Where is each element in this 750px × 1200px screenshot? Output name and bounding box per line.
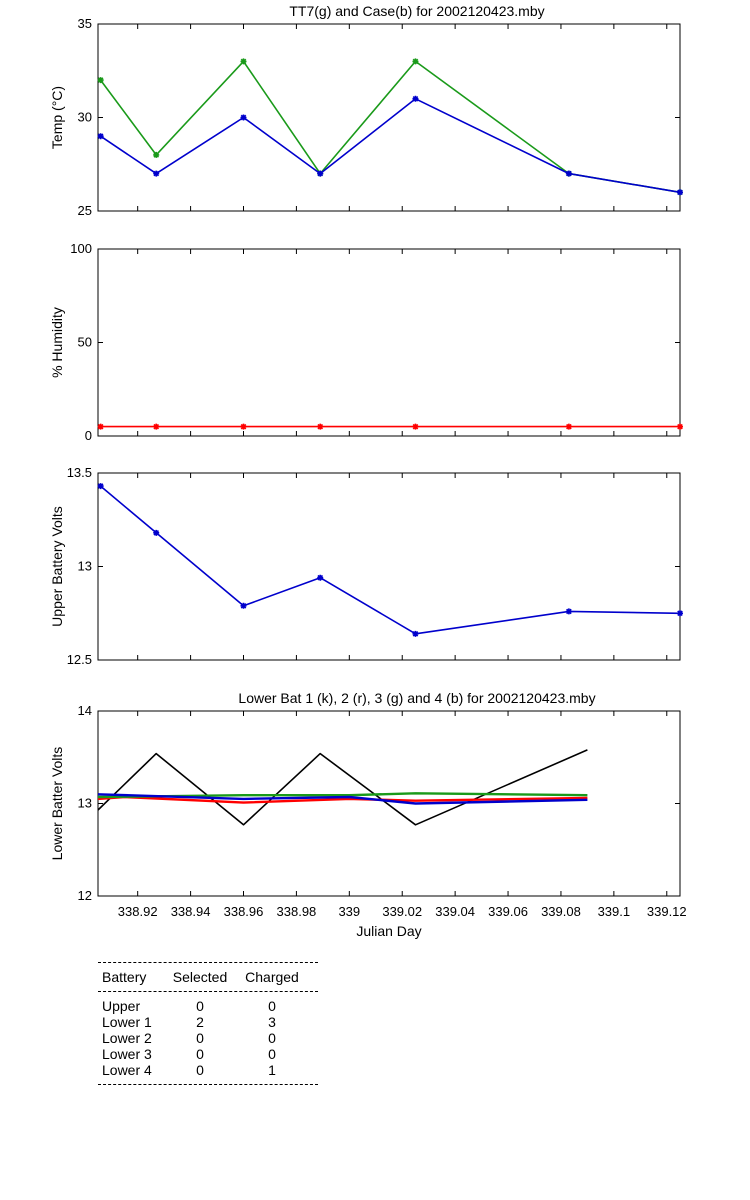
data-point-marker <box>677 610 683 617</box>
data-point-marker <box>97 483 104 490</box>
data-point-marker <box>153 151 160 158</box>
y-tick-label: 50 <box>78 335 92 350</box>
header-selected: Selected <box>172 969 228 985</box>
battery-table: Battery Selected Charged Upper 0 0 Lower… <box>98 962 318 1085</box>
x-tick-label: 339.12 <box>647 904 687 919</box>
y-tick-label: 0 <box>85 428 92 443</box>
y-tick-label: 13.5 <box>67 465 92 480</box>
charged-value: 0 <box>268 1030 276 1046</box>
data-point-marker <box>565 608 572 615</box>
table-row: Lower 3 0 0 <box>98 1046 318 1062</box>
chart-title: Lower Bat 1 (k), 2 (r), 3 (g) and 4 (b) … <box>238 690 595 706</box>
table-row: Lower 1 2 3 <box>98 1014 318 1030</box>
x-tick-label: 339.02 <box>382 904 422 919</box>
data-point-marker <box>317 423 324 430</box>
data-point-marker <box>153 423 160 430</box>
chart-panel-1: 25 30 35 TT7(g) and Case(b) for 2002120423.… <box>49 3 683 218</box>
x-tick-label: 339 <box>338 904 360 919</box>
data-point-marker <box>565 423 572 430</box>
x-tick-label: 339.04 <box>435 904 475 919</box>
series-line-3 <box>97 792 588 799</box>
data-point-marker <box>240 602 247 609</box>
y-tick-label: 30 <box>78 110 92 125</box>
x-tick-label: 338.92 <box>118 904 158 919</box>
y-tick-label: 35 <box>78 16 92 31</box>
selected-value: 0 <box>196 1030 204 1046</box>
series-line-4 <box>97 793 588 805</box>
battery-name: Lower 3 <box>102 1046 152 1062</box>
table-row: Lower 2 0 0 <box>98 1030 318 1046</box>
x-tick-label: 339.1 <box>598 904 631 919</box>
data-point-marker <box>412 630 419 637</box>
y-axis-label: Temp (°C) <box>49 86 65 149</box>
y-tick-label: 25 <box>78 203 92 218</box>
data-point-marker <box>412 423 419 430</box>
y-axis-label: Lower Batter Volts <box>49 747 65 861</box>
data-point-marker <box>412 95 419 102</box>
data-point-marker <box>317 574 324 581</box>
data-point-marker <box>677 423 683 430</box>
data-point-marker <box>240 114 247 121</box>
charged-value: 1 <box>268 1062 276 1078</box>
data-point-marker <box>317 170 324 177</box>
y-tick-label: 12 <box>78 888 92 903</box>
plot-frame <box>97 472 681 661</box>
series-line-1 <box>97 749 588 826</box>
series-line-1 <box>99 60 681 194</box>
y-tick-label: 100 <box>70 241 92 256</box>
chart-panel-3: 12.5 13 13.5 Upper Battery Volts <box>49 465 683 667</box>
data-point-marker <box>412 58 419 65</box>
data-point-marker <box>240 423 247 430</box>
header-charged: Charged <box>245 969 299 985</box>
chart-panel-2: 0 50 100 % Humidity <box>49 241 683 443</box>
table-row: Upper 0 0 <box>98 998 318 1014</box>
x-tick-label: 339.06 <box>488 904 528 919</box>
data-point-marker <box>97 77 104 84</box>
data-point-marker <box>97 423 104 430</box>
charged-value: 0 <box>268 1046 276 1062</box>
data-point-marker <box>153 170 160 177</box>
series-line-1 <box>100 485 681 635</box>
y-tick-label: 12.5 <box>67 652 92 667</box>
table-row: Lower 4 0 1 <box>98 1062 318 1078</box>
table-header-row: Battery Selected Charged <box>98 963 318 991</box>
selected-value: 0 <box>196 1062 204 1078</box>
table-bottom-rule <box>98 1084 318 1085</box>
data-point-marker <box>97 133 104 140</box>
x-tick-label: 338.96 <box>224 904 264 919</box>
battery-name: Lower 4 <box>102 1062 152 1078</box>
y-axis-label: % Humidity <box>49 307 65 378</box>
y-tick-label: 13 <box>78 796 92 811</box>
charged-value: 3 <box>268 1014 276 1030</box>
header-battery: Battery <box>102 969 147 985</box>
chart-panel-4: 12 13 14 338.92 338.94 338.96 338.98 339 339.02 3… <box>49 690 687 939</box>
charged-value: 0 <box>268 998 276 1014</box>
y-tick-label: 13 <box>78 559 92 574</box>
battery-name: Upper <box>102 998 141 1014</box>
x-axis-label: Julian Day <box>356 923 421 939</box>
selected-value: 0 <box>196 1046 204 1062</box>
battery-name: Lower 2 <box>102 1030 152 1046</box>
selected-value: 0 <box>196 998 204 1014</box>
y-tick-label: 14 <box>78 703 92 718</box>
data-point-marker <box>677 189 683 196</box>
y-axis-label: Upper Battery Volts <box>49 506 65 627</box>
plot-frame <box>97 710 681 897</box>
x-tick-label: 338.94 <box>171 904 211 919</box>
plot-frame <box>97 23 681 212</box>
table-top-rule <box>98 962 318 963</box>
plot-frame <box>97 248 681 437</box>
selected-value: 2 <box>196 1014 204 1030</box>
data-point-marker <box>153 529 160 536</box>
table-header-rule <box>98 991 318 992</box>
x-tick-label: 339.08 <box>541 904 581 919</box>
series-line-2 <box>100 98 681 194</box>
data-point-marker <box>565 170 572 177</box>
chart-title: TT7(g) and Case(b) for 2002120423.mby <box>289 3 544 19</box>
battery-name: Lower 1 <box>102 1014 152 1030</box>
x-tick-label: 338.98 <box>277 904 317 919</box>
data-point-marker <box>240 58 247 65</box>
